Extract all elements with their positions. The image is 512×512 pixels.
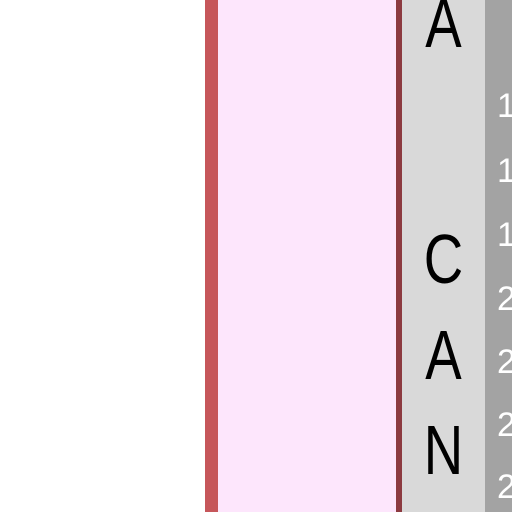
- letter: C: [423, 220, 464, 298]
- letter: A: [425, 316, 462, 394]
- line-number: 2: [497, 343, 512, 381]
- highlighted-panel[interactable]: [205, 0, 402, 512]
- line-number: 2: [497, 280, 512, 318]
- line-number-gutter: 1 1 1 2 2 2 2: [485, 0, 512, 512]
- line-number: 1: [497, 152, 512, 190]
- letter: N: [423, 411, 464, 489]
- letter: A: [425, 0, 462, 62]
- blank-area: [0, 0, 205, 512]
- line-number: 2: [497, 406, 512, 444]
- line-number: 2: [497, 468, 512, 506]
- letter-column: A C A N: [402, 0, 485, 512]
- line-number: 1: [497, 216, 512, 254]
- line-number: 1: [497, 87, 512, 125]
